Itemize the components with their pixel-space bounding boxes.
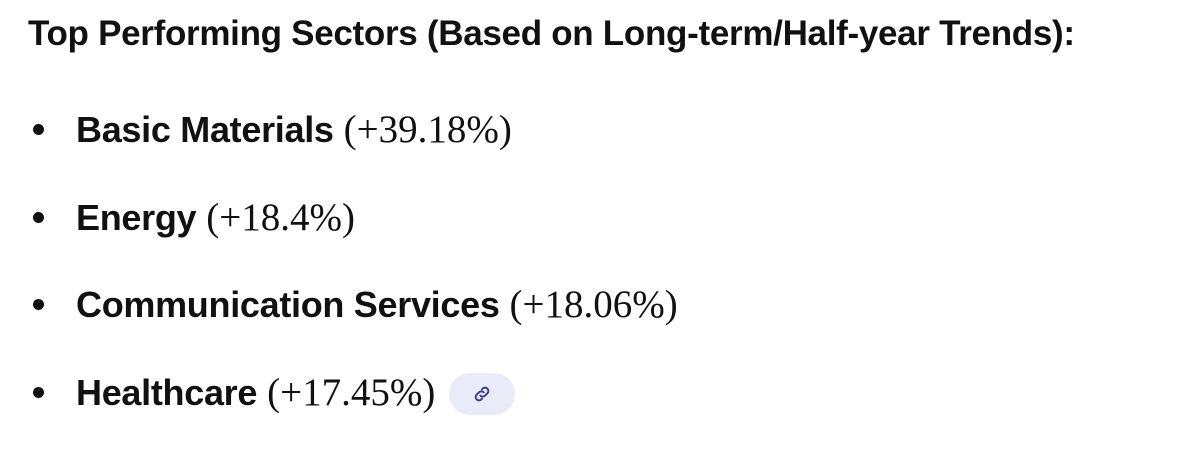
sector-list: Basic Materials(+39.18%) Energy(+18.4%) … xyxy=(0,104,678,454)
list-item: Healthcare(+17.45%) xyxy=(0,367,678,454)
sector-change: (+17.45%) xyxy=(267,367,435,419)
list-item: Energy(+18.4%) xyxy=(0,192,678,280)
sector-name: Energy xyxy=(76,192,196,244)
sector-name: Healthcare xyxy=(76,367,257,419)
sector-change: (+18.4%) xyxy=(206,192,355,244)
sector-change: (+18.06%) xyxy=(510,279,678,331)
sector-name: Basic Materials xyxy=(76,104,334,156)
bullet xyxy=(33,387,44,398)
source-link[interactable] xyxy=(449,373,515,415)
bullet xyxy=(33,299,44,310)
sector-name: Communication Services xyxy=(76,279,500,331)
heading: Top Performing Sectors (Based on Long-te… xyxy=(28,14,1075,54)
bullet xyxy=(33,212,44,223)
list-item: Basic Materials(+39.18%) xyxy=(0,104,678,192)
link-icon xyxy=(472,384,492,404)
list-item: Communication Services(+18.06%) xyxy=(0,279,678,367)
bullet xyxy=(33,124,44,135)
sector-change: (+39.18%) xyxy=(344,104,512,156)
